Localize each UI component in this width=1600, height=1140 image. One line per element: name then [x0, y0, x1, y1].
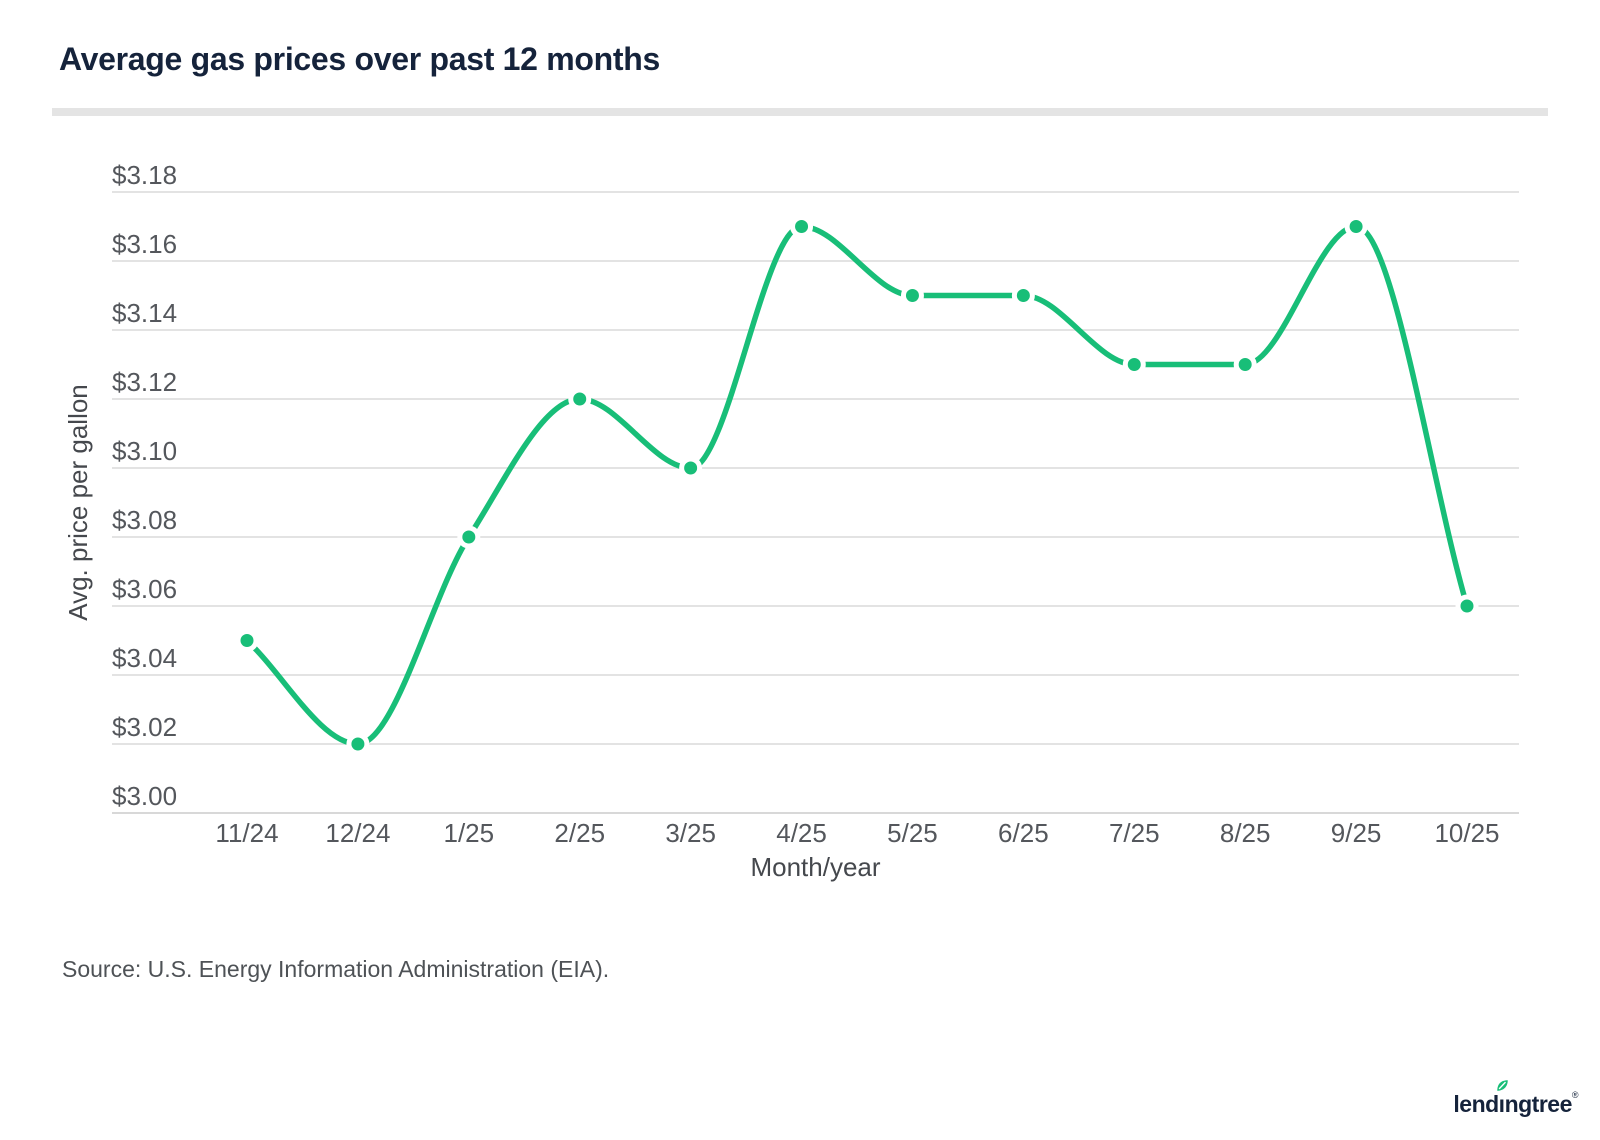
lendingtree-logo: lend ıngtree®	[1453, 1080, 1579, 1118]
data-point-marker	[457, 525, 481, 549]
data-point-marker	[235, 629, 259, 652]
data-point-marker	[790, 215, 814, 238]
y-tick-label: $3.02	[112, 712, 177, 742]
x-tick-label: 1/25	[444, 818, 495, 848]
x-tick-label: 3/25	[665, 818, 716, 848]
data-point-marker	[346, 732, 370, 756]
y-tick-label: $3.06	[112, 574, 177, 604]
x-tick-label: 6/25	[998, 818, 1049, 848]
x-tick-label: 10/25	[1434, 818, 1499, 848]
y-tick-label: $3.18	[112, 160, 177, 190]
page-title: Average gas prices over past 12 months	[59, 41, 661, 77]
x-tick-label: 2/25	[554, 818, 605, 848]
logo-text-post: ngtree	[1504, 1091, 1573, 1117]
data-point-marker	[1344, 215, 1368, 238]
data-point-marker	[1011, 284, 1035, 307]
leaf-icon	[1496, 1080, 1508, 1091]
y-tick-label: $3.10	[112, 436, 177, 466]
x-tick-label: 8/25	[1220, 818, 1271, 848]
y-tick-label: $3.00	[112, 781, 177, 811]
x-tick-label: 4/25	[776, 818, 827, 848]
y-tick-label: $3.16	[112, 229, 177, 259]
y-tick-label: $3.14	[112, 298, 177, 328]
y-tick-label: $3.12	[112, 367, 177, 397]
data-point-marker	[1122, 353, 1146, 376]
title-divider	[52, 108, 1548, 116]
x-tick-label: 12/24	[325, 818, 390, 848]
data-point-marker	[1233, 353, 1257, 376]
data-point-marker	[679, 456, 703, 480]
logo-text-i: ı	[1498, 1091, 1505, 1117]
series-line	[244, 223, 1470, 747]
data-point-marker	[1455, 594, 1479, 618]
x-axis-title: Month/year	[750, 852, 880, 882]
data-point-marker	[900, 284, 924, 307]
x-tick-label: 9/25	[1331, 818, 1382, 848]
registered-mark: ®	[1571, 1090, 1579, 1100]
data-point-marker	[568, 387, 592, 411]
y-tick-label: $3.08	[112, 505, 177, 535]
x-tick-label: 11/24	[215, 818, 278, 848]
x-tick-label: 7/25	[1109, 818, 1160, 848]
y-axis-title: Avg. price per gallon	[63, 384, 93, 621]
source-note: Source: U.S. Energy Information Administ…	[62, 956, 610, 982]
logo-letter-i: ı	[1496, 1080, 1508, 1118]
y-tick-label: $3.04	[112, 643, 177, 673]
x-tick-label: 5/25	[887, 818, 938, 848]
logo-text-pre: lend	[1453, 1091, 1499, 1117]
